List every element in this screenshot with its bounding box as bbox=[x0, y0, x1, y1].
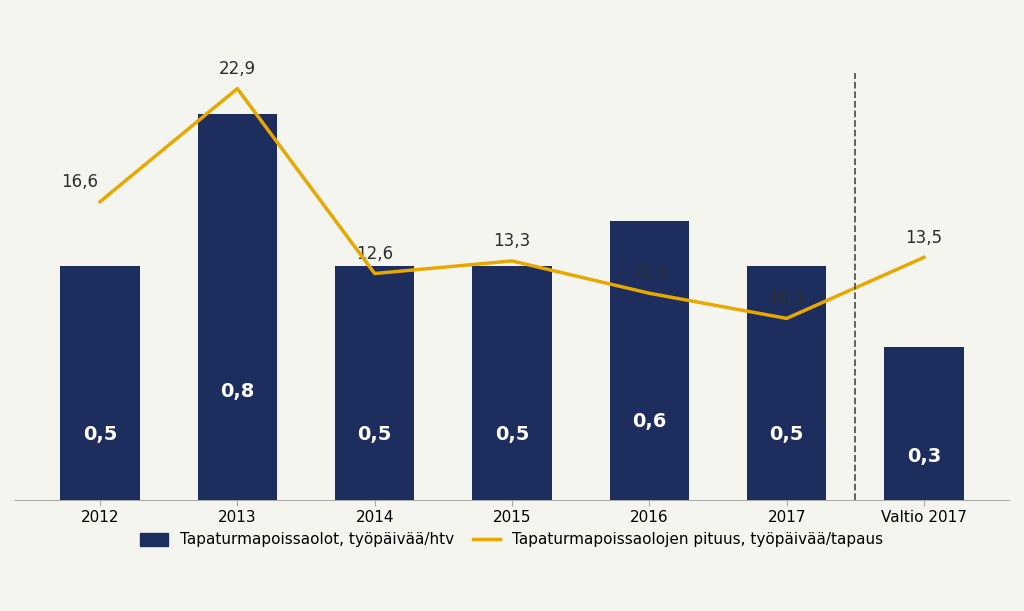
Legend: Tapaturmapoissaolot, työpäivää/htv, Tapaturmapoissaolojen pituus, työpäivää/tapa: Tapaturmapoissaolot, työpäivää/htv, Tapa… bbox=[133, 525, 891, 555]
Bar bbox=[884, 347, 964, 500]
Text: 22,9: 22,9 bbox=[219, 60, 256, 78]
Text: 0,8: 0,8 bbox=[220, 382, 255, 401]
Text: 16,6: 16,6 bbox=[60, 173, 98, 191]
Text: 0,5: 0,5 bbox=[83, 425, 117, 444]
Text: 13,5: 13,5 bbox=[905, 229, 942, 247]
Text: 10,1: 10,1 bbox=[768, 290, 805, 307]
Text: 0,6: 0,6 bbox=[632, 412, 667, 431]
Bar bbox=[472, 266, 552, 500]
Text: 11,5: 11,5 bbox=[631, 265, 668, 282]
Text: 0,5: 0,5 bbox=[357, 425, 392, 444]
Text: 12,6: 12,6 bbox=[356, 245, 393, 263]
Text: 13,3: 13,3 bbox=[494, 232, 530, 250]
Text: 0,5: 0,5 bbox=[495, 425, 529, 444]
Text: 0,3: 0,3 bbox=[907, 447, 941, 466]
Bar bbox=[609, 221, 689, 500]
Text: 0,5: 0,5 bbox=[769, 425, 804, 444]
Bar bbox=[746, 266, 826, 500]
Bar bbox=[335, 266, 415, 500]
Bar bbox=[60, 266, 140, 500]
Bar bbox=[198, 114, 278, 500]
